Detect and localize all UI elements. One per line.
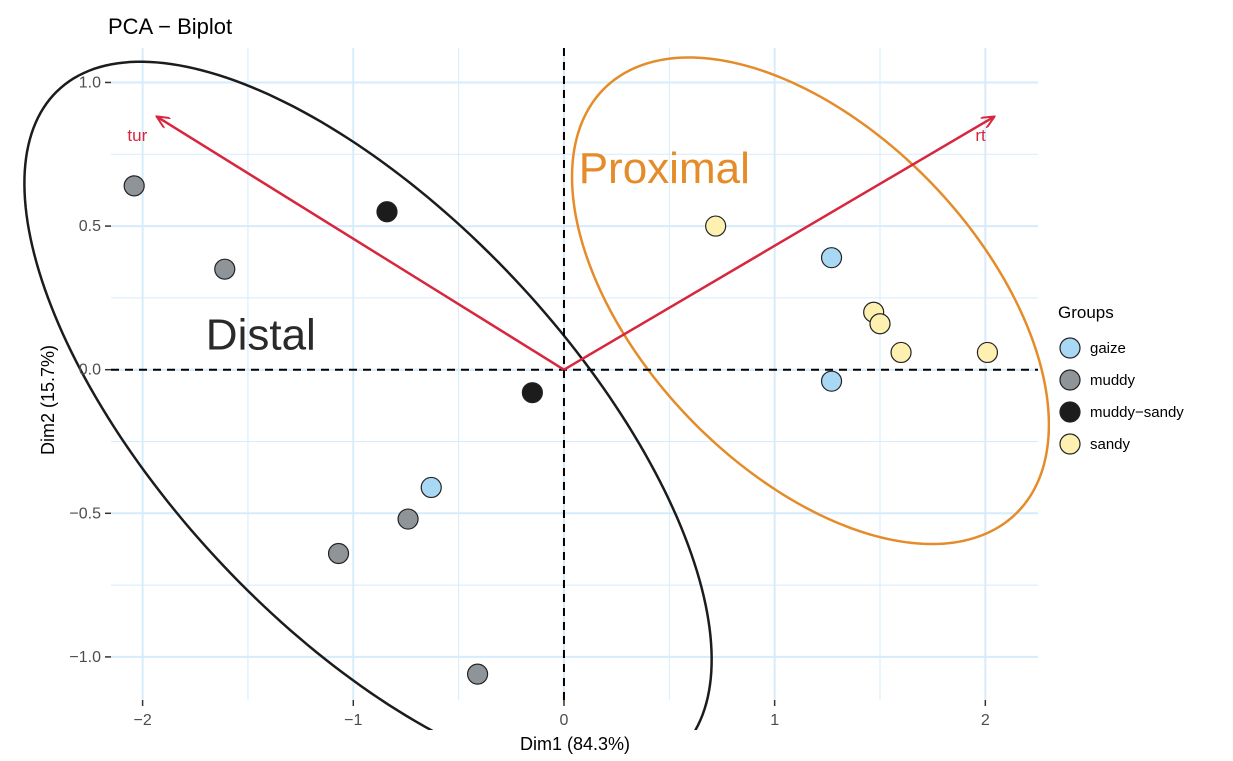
data-point-muddy [397, 508, 419, 530]
data-point-sandy [705, 215, 727, 237]
legend-title: Groups [1058, 303, 1114, 322]
y-tick-label: −1.0 [69, 649, 101, 666]
chart-title: PCA − Biplot [108, 14, 232, 39]
legend-key [1059, 369, 1081, 391]
legend-key [1059, 401, 1081, 423]
point-layer [123, 175, 999, 685]
axis-layer: −2 −1 0 1 2 −1.0 −0.5 0.0 0.5 1.0 [69, 74, 989, 729]
x-tick-label: 2 [981, 712, 990, 729]
vector-label-tur: tur [127, 126, 147, 145]
ellipse-distal [23, 60, 713, 730]
data-point-muddy-sandy [521, 382, 543, 404]
legend-key [1059, 433, 1081, 455]
y-tick-label: 0.5 [79, 218, 101, 235]
x-tick-label: −1 [344, 712, 362, 729]
data-point-muddy [327, 542, 350, 565]
x-tick-label: 0 [560, 712, 569, 729]
data-point-gaize [820, 247, 843, 269]
y-axis-label: Dim2 (15.7%) [38, 345, 58, 455]
legend-label: muddy [1090, 372, 1136, 389]
data-point-sandy [890, 341, 912, 364]
y-tick-label: −0.5 [69, 505, 101, 522]
vector-arrow-tur [157, 117, 565, 371]
annotation-layer: Distal Proximal [206, 144, 750, 360]
data-point-muddy [214, 258, 236, 280]
vector-layer: tur rt [127, 117, 994, 371]
reference-lines [111, 48, 1038, 700]
ellipse-proximal [570, 56, 1050, 546]
ellipse-layer [23, 56, 1050, 730]
y-tick-label: 1.0 [79, 74, 101, 91]
legend-label: gaize [1090, 340, 1126, 357]
legend: Groups gaize muddy muddy−sandy sandy [1058, 303, 1184, 455]
legend-label: muddy−sandy [1090, 404, 1184, 421]
data-point-muddy [466, 663, 489, 685]
data-point-muddy [123, 175, 145, 197]
x-tick-label: 1 [770, 712, 779, 729]
x-tick-label: −2 [133, 712, 151, 729]
x-axis-label: Dim1 (84.3%) [520, 734, 630, 754]
legend-label: sandy [1090, 436, 1131, 453]
region-label-distal: Distal [206, 311, 316, 360]
y-tick-label: 0.0 [79, 362, 101, 379]
data-point-gaize [820, 370, 843, 392]
region-label-proximal: Proximal [579, 144, 750, 193]
data-point-muddy-sandy [376, 201, 398, 223]
grid-layer [111, 48, 1038, 700]
vector-arrow-rt [563, 117, 994, 371]
data-point-sandy [976, 341, 999, 364]
vector-label-rt: rt [975, 126, 986, 145]
data-point-sandy [869, 313, 891, 335]
data-point-gaize [420, 476, 442, 499]
legend-key [1059, 337, 1081, 359]
